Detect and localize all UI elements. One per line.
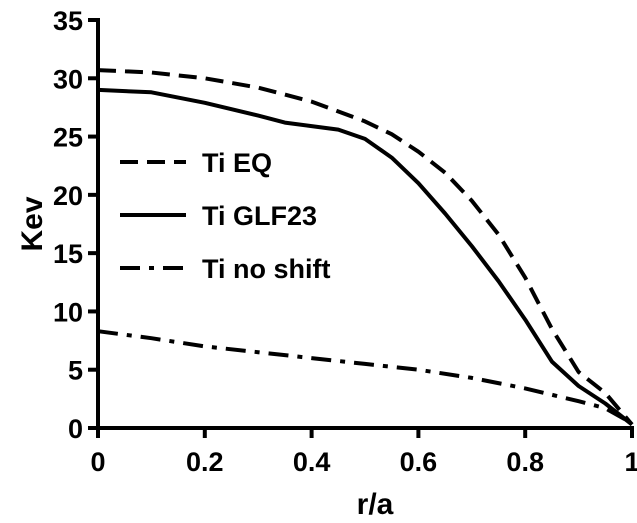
x-ticks: 0 0.2 0.4 0.6 0.8 1 — [90, 428, 637, 477]
x-tick-label: 1 — [624, 447, 637, 477]
y-tick-label: 35 — [53, 6, 83, 36]
y-tick-label: 30 — [53, 64, 83, 94]
y-tick-label: 15 — [53, 239, 83, 269]
series-line-ti-eq — [97, 68, 634, 426]
series-line-ti-glf23 — [97, 87, 634, 427]
axes — [96, 18, 634, 430]
legend: Ti EQ Ti GLF23 Ti no shift — [120, 148, 331, 284]
legend-label-ti-no-shift: Ti no shift — [202, 254, 331, 284]
y-tick-label: 25 — [53, 123, 83, 153]
x-tick-label: 0.6 — [400, 447, 438, 477]
legend-label-ti-eq: Ti EQ — [202, 148, 272, 178]
x-tick-label: 0 — [90, 447, 105, 477]
x-tick-label: 0.4 — [293, 447, 331, 477]
series-line-ti-no-shift — [97, 329, 633, 426]
x-axis-title: r/a — [357, 488, 394, 521]
y-tick-label: 10 — [53, 297, 83, 327]
y-axis-title: Kev — [16, 196, 49, 251]
x-tick-label: 0.2 — [186, 447, 224, 477]
y-ticks: 0 5 10 15 20 25 30 35 — [53, 6, 98, 444]
y-tick-label: 0 — [68, 414, 83, 444]
y-tick-label: 5 — [68, 356, 83, 386]
series-layer — [97, 68, 634, 427]
x-tick-label: 0.8 — [506, 447, 544, 477]
y-tick-label: 20 — [53, 181, 83, 211]
legend-label-ti-glf23: Ti GLF23 — [202, 201, 317, 231]
